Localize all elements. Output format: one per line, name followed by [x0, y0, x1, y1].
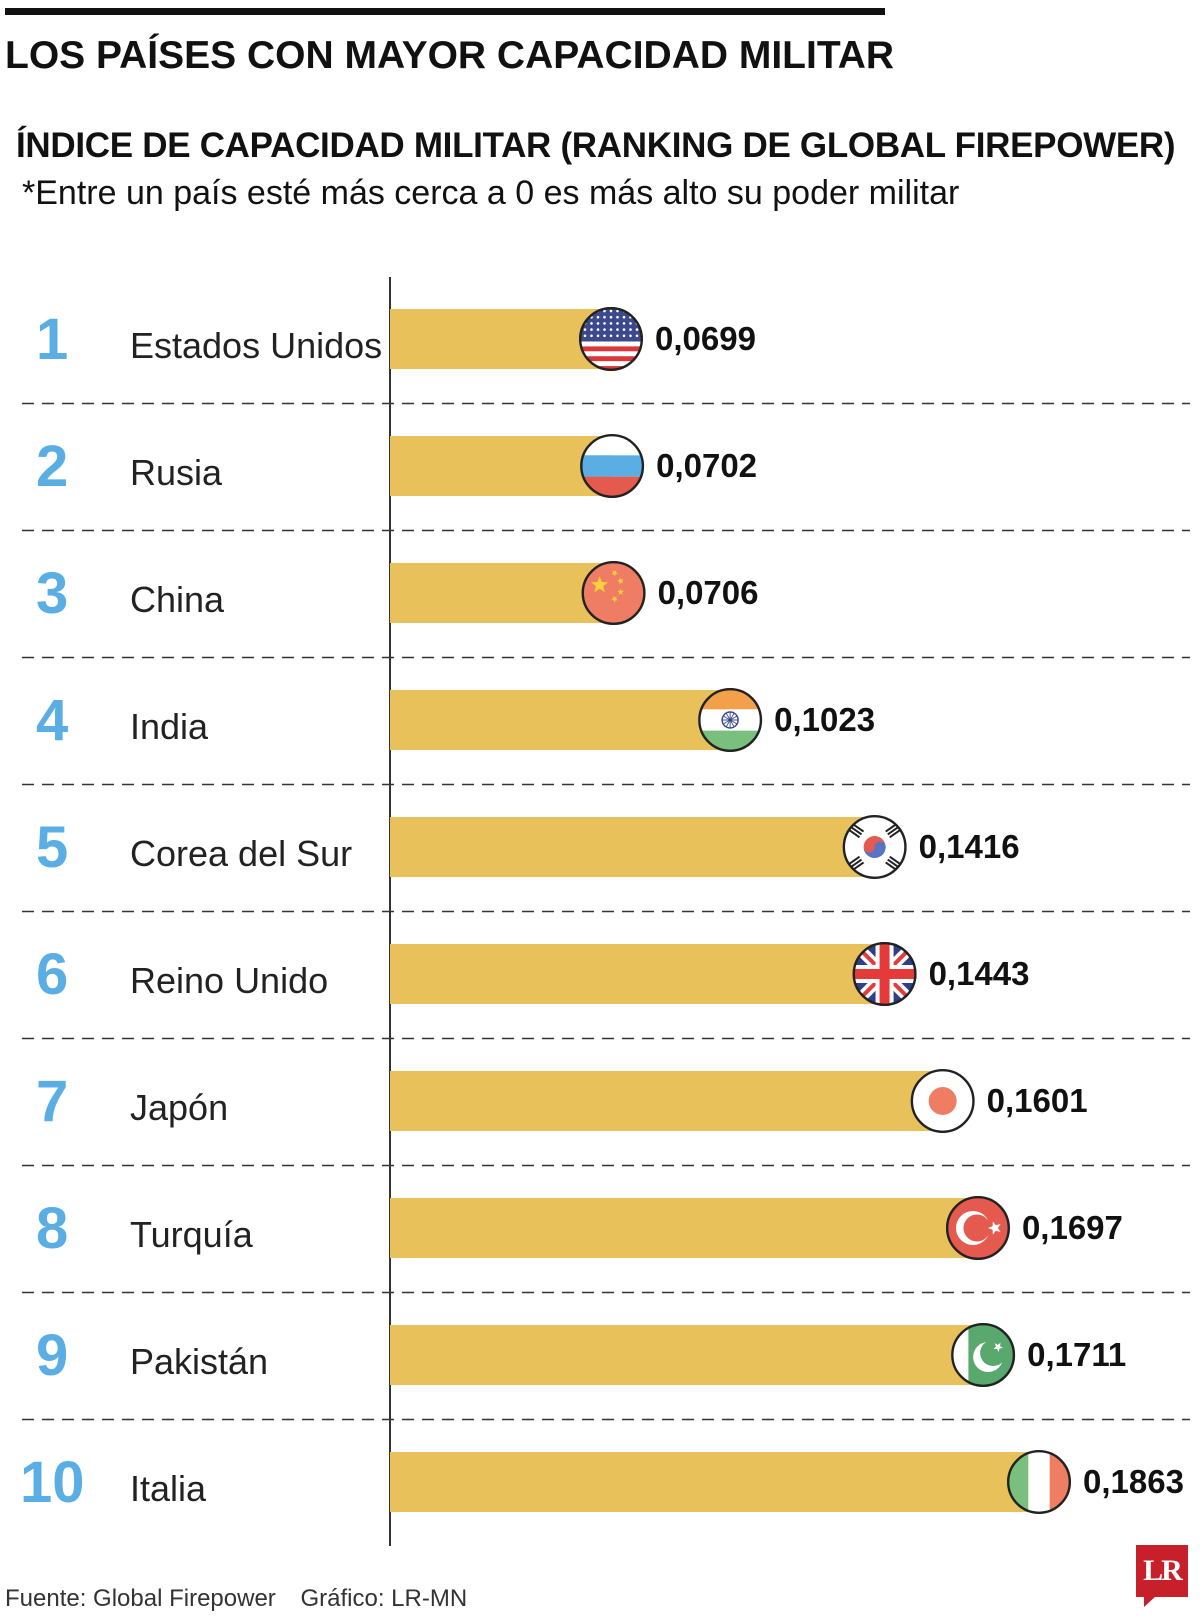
rank-number: 4: [36, 688, 68, 753]
category-label: Rusia: [130, 452, 223, 493]
bar: [390, 944, 885, 1004]
italy-flag-icon: [1007, 1449, 1072, 1514]
credit-text: Gráfico: LR-MN: [300, 1585, 468, 1612]
value-label: 0,1697: [1022, 1209, 1123, 1246]
rank-number: 2: [36, 434, 68, 499]
bar: [390, 1325, 984, 1385]
value-label: 0,1443: [929, 955, 1030, 992]
rank-number: 1: [36, 307, 68, 372]
category-label: India: [130, 706, 209, 747]
usa-flag-icon: [579, 307, 644, 372]
category-label: Reino Unido: [130, 960, 328, 1001]
japan-flag-icon: [910, 1068, 975, 1133]
value-label: 0,1416: [919, 828, 1020, 865]
top-rule: [5, 8, 885, 15]
russia-flag-icon: [580, 434, 645, 499]
chart-subtitle: ÍNDICE DE CAPACIDAD MILITAR (RANKING DE …: [16, 126, 1176, 165]
south-korea-flag-icon: [842, 815, 907, 880]
bar: [390, 1071, 943, 1131]
footer: Fuente: Global Firepower Gráfico: LR-MN: [5, 1585, 485, 1613]
bar: [390, 1198, 978, 1258]
value-label: 0,1023: [774, 701, 875, 738]
uk-flag-icon: [852, 942, 917, 1007]
pakistan-flag-icon: [951, 1322, 1016, 1387]
source-text: Fuente: Global Firepower: [5, 1585, 276, 1612]
value-label: 0,1711: [1027, 1336, 1126, 1373]
value-label: 0,0706: [658, 574, 759, 611]
rank-number: 8: [36, 1196, 68, 1261]
lr-logo: LR: [1136, 1545, 1188, 1607]
rank-number: 3: [36, 561, 68, 626]
rank-number: 6: [36, 942, 68, 1007]
value-label: 0,1863: [1083, 1463, 1184, 1500]
rank-number: 10: [20, 1450, 85, 1515]
india-flag-icon: [698, 688, 763, 753]
category-label: Japón: [130, 1087, 228, 1128]
value-label: 0,0699: [655, 320, 756, 357]
bar: [390, 817, 875, 877]
category-label: Turquía: [130, 1214, 254, 1255]
category-label: Italia: [130, 1468, 207, 1509]
category-label: Corea del Sur: [130, 833, 352, 874]
category-label: China: [130, 579, 225, 620]
rank-number: 7: [36, 1069, 68, 1134]
category-label: Pakistán: [130, 1341, 268, 1382]
bar: [390, 309, 611, 369]
bar: [390, 690, 731, 750]
value-label: 0,1601: [987, 1082, 1088, 1119]
chart-note: *Entre un país esté más cerca a 0 es más…: [22, 174, 960, 212]
rank-number: 9: [36, 1323, 68, 1388]
page-title: LOS PAÍSES CON MAYOR CAPACIDAD MILITAR: [5, 34, 895, 77]
bar: [390, 563, 614, 623]
turkey-flag-icon: [945, 1195, 1010, 1260]
rank-number: 5: [36, 815, 68, 880]
category-label: Estados Unidos: [130, 325, 382, 366]
value-label: 0,0702: [656, 447, 757, 484]
china-flag-icon: [581, 561, 646, 626]
bar: [390, 436, 613, 496]
bar: [390, 1452, 1039, 1512]
